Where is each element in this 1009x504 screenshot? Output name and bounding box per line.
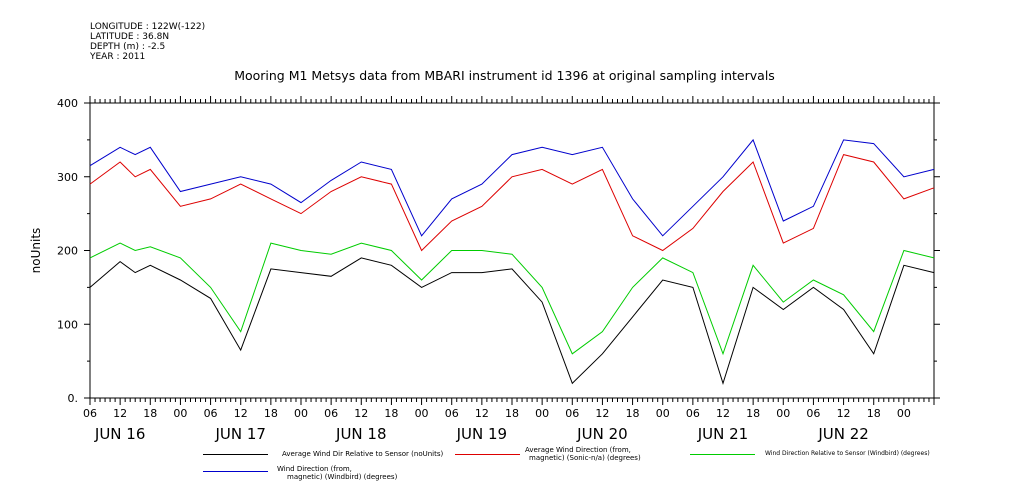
x-day-label: JUN 21	[697, 425, 748, 443]
x-tick-label: 18	[143, 407, 157, 420]
x-tick-label: 06	[806, 407, 820, 420]
x-tick-label: 18	[384, 407, 398, 420]
series-line-2	[89, 154, 935, 252]
x-day-label: JUN 19	[456, 425, 507, 443]
series-line-3	[89, 242, 935, 356]
metadata-block: LONGITUDE : 122W(-122) LATITUDE : 36.8N …	[90, 22, 205, 62]
legend-label-4a: Wind Direction (from,	[277, 465, 352, 473]
legend-label-3: Wind Direction Relative to Sensor (Windb…	[765, 450, 930, 457]
legend-label-1: Average Wind Dir Relative to Sensor (noU…	[282, 450, 444, 458]
y-tick-label: 100	[57, 318, 78, 331]
x-tick-label: 12	[354, 407, 368, 420]
chart-title: Mooring M1 Metsys data from MBARI instru…	[234, 68, 775, 83]
legend-item-4: Wind Direction (from, magnetic) (Windbir…	[277, 465, 397, 481]
x-day-label: JUN 17	[214, 425, 265, 443]
x-tick-label: 06	[324, 407, 338, 420]
meta-depth: DEPTH (m) : -2.5	[90, 42, 166, 52]
legend-line-4	[203, 471, 268, 472]
meta-longitude: LONGITUDE : 122W(-122)	[90, 22, 206, 32]
x-tick-label: 12	[475, 407, 489, 420]
x-tick-label: 06	[204, 407, 218, 420]
x-tick-label: 00	[294, 407, 308, 420]
x-tick-label: 18	[746, 407, 760, 420]
y-tick-label: 300	[57, 171, 78, 184]
x-tick-label: 12	[716, 407, 730, 420]
y-tick-label: 200	[57, 245, 78, 258]
x-day-label: JUN 18	[335, 425, 386, 443]
legend-label-2b: magnetic) (Sonic-n/a) (degrees)	[529, 454, 641, 462]
plot-frame	[89, 102, 935, 399]
x-tick-label: 00	[415, 407, 429, 420]
legend-item-2: Average Wind Direction (from, magnetic) …	[525, 446, 641, 462]
meta-year: YEAR : 2011	[90, 52, 146, 62]
legend-line-1	[203, 454, 268, 455]
y-axis-label: noUnits	[29, 228, 43, 274]
legend-line-3	[690, 454, 755, 455]
x-day-label: JUN 16	[94, 425, 145, 443]
series-line-1	[89, 257, 935, 385]
x-tick-label: 12	[234, 407, 248, 420]
x-day-label: JUN 22	[817, 425, 868, 443]
series-line-4	[89, 138, 935, 237]
x-tick-label: 00	[535, 407, 549, 420]
legend-line-2	[455, 454, 520, 455]
x-tick-label: 18	[867, 407, 881, 420]
legend-label-4b: magnetic) (Windbird) (degrees)	[287, 473, 398, 481]
x-tick-label: 00	[776, 407, 790, 420]
x-tick-label: 12	[595, 407, 609, 420]
x-tick-label: 00	[656, 407, 670, 420]
x-day-label: JUN 20	[576, 425, 627, 443]
x-tick-label: 12	[837, 407, 851, 420]
y-tick-label: 0.	[68, 392, 79, 405]
meta-latitude: LATITUDE : 36.8N	[90, 32, 170, 42]
x-tick-label: 12	[113, 407, 127, 420]
x-tick-label: 18	[626, 407, 640, 420]
x-tick-label: 06	[83, 407, 97, 420]
x-tick-label: 18	[264, 407, 278, 420]
x-tick-label: 06	[445, 407, 459, 420]
legend-item-3: Wind Direction Relative to Sensor (Windb…	[765, 450, 930, 458]
x-tick-label: 06	[565, 407, 579, 420]
x-tick-label: 06	[686, 407, 700, 420]
x-tick-label: 00	[897, 407, 911, 420]
legend-label-2a: Average Wind Direction (from,	[525, 446, 631, 454]
y-tick-label: 400	[57, 97, 78, 110]
x-tick-label: 00	[173, 407, 187, 420]
legend-item-1: Average Wind Dir Relative to Sensor (noU…	[282, 450, 443, 458]
x-tick-label: 18	[505, 407, 519, 420]
